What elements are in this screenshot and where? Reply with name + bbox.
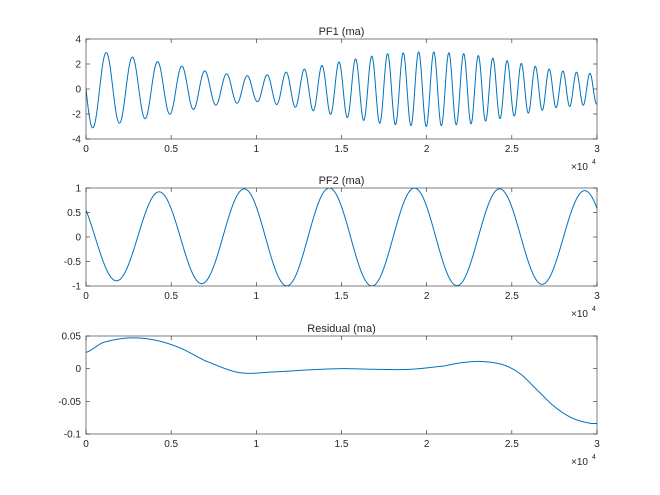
axes-box-1 <box>85 38 598 140</box>
x-tick-label: 0.5 <box>164 291 178 302</box>
x-tick-label: 2.5 <box>505 144 519 155</box>
x-tick-label: 2.5 <box>505 291 519 302</box>
axes-title: Residual (ma) <box>307 323 375 335</box>
x-exponent-power: 4 <box>592 159 596 166</box>
y-tick-label: 1 <box>75 184 81 195</box>
x-tick-label: 0 <box>83 291 89 302</box>
y-tick-label: 0.05 <box>62 332 82 343</box>
x-tick-label: 2.5 <box>505 439 519 450</box>
y-tick-label: 4 <box>75 35 81 46</box>
x-tick-label: 3 <box>594 144 600 155</box>
y-tick-label: -2 <box>72 110 81 121</box>
y-tick-label: 0 <box>75 85 81 96</box>
series-line-3 <box>86 337 597 425</box>
y-tick-label: -0.1 <box>64 430 82 441</box>
series-line-2 <box>86 188 597 286</box>
x-tick-label: 2 <box>424 291 430 302</box>
axes-title: PF2 (ma) <box>319 175 365 187</box>
x-tick-label: 3 <box>594 439 600 450</box>
x-tick-label: 2 <box>424 144 430 155</box>
axes-2: 0 0.5 1 1.5 2 2.5 3 -1 -0.5 0 0.5 1 PF2 (ma) ×10 4 <box>64 175 600 320</box>
y-tick-label: -0.05 <box>58 397 81 408</box>
axes-box-2 <box>85 187 598 287</box>
y-tick-label: 0 <box>75 364 81 375</box>
axes-title: PF1 (ma) <box>319 26 365 38</box>
x-exponent-label: ×10 <box>571 309 588 320</box>
y-tick-label: -4 <box>72 135 81 146</box>
x-exponent-power: 4 <box>592 454 596 461</box>
x-tick-label: 0.5 <box>164 439 178 450</box>
x-tick-label: 2 <box>424 439 430 450</box>
axes-1: 0 0.5 1 1.5 2 2.5 3 -4 -2 0 2 4 PF1 (ma) ×10 4 <box>72 26 600 173</box>
x-tick-label: 1 <box>254 291 260 302</box>
x-tick-label: 0 <box>83 439 89 450</box>
x-tick-label: 1 <box>254 439 260 450</box>
x-tick-label: 3 <box>594 291 600 302</box>
x-tick-label: 0 <box>83 144 89 155</box>
x-tick-label: 1 <box>254 144 260 155</box>
y-tick-label: 0 <box>75 233 81 244</box>
x-tick-label: 0.5 <box>164 144 178 155</box>
y-tick-label: -1 <box>72 282 81 293</box>
axes-3: 0 0.5 1 1.5 2 2.5 3 -0.1 -0.05 0 0.05 Residual (ma)… <box>58 323 600 468</box>
x-tick-label: 1.5 <box>335 439 349 450</box>
axes-box-3 <box>85 335 598 435</box>
x-exponent-power: 4 <box>592 306 596 313</box>
x-tick-label: 1.5 <box>335 144 349 155</box>
y-tick-label: 0.5 <box>67 208 81 219</box>
x-exponent-label: ×10 <box>571 162 588 173</box>
y-tick-label: -0.5 <box>64 257 82 268</box>
x-tick-label: 1.5 <box>335 291 349 302</box>
series-line-1 <box>86 51 597 129</box>
x-exponent-label: ×10 <box>571 457 588 468</box>
y-tick-label: 2 <box>75 60 81 71</box>
